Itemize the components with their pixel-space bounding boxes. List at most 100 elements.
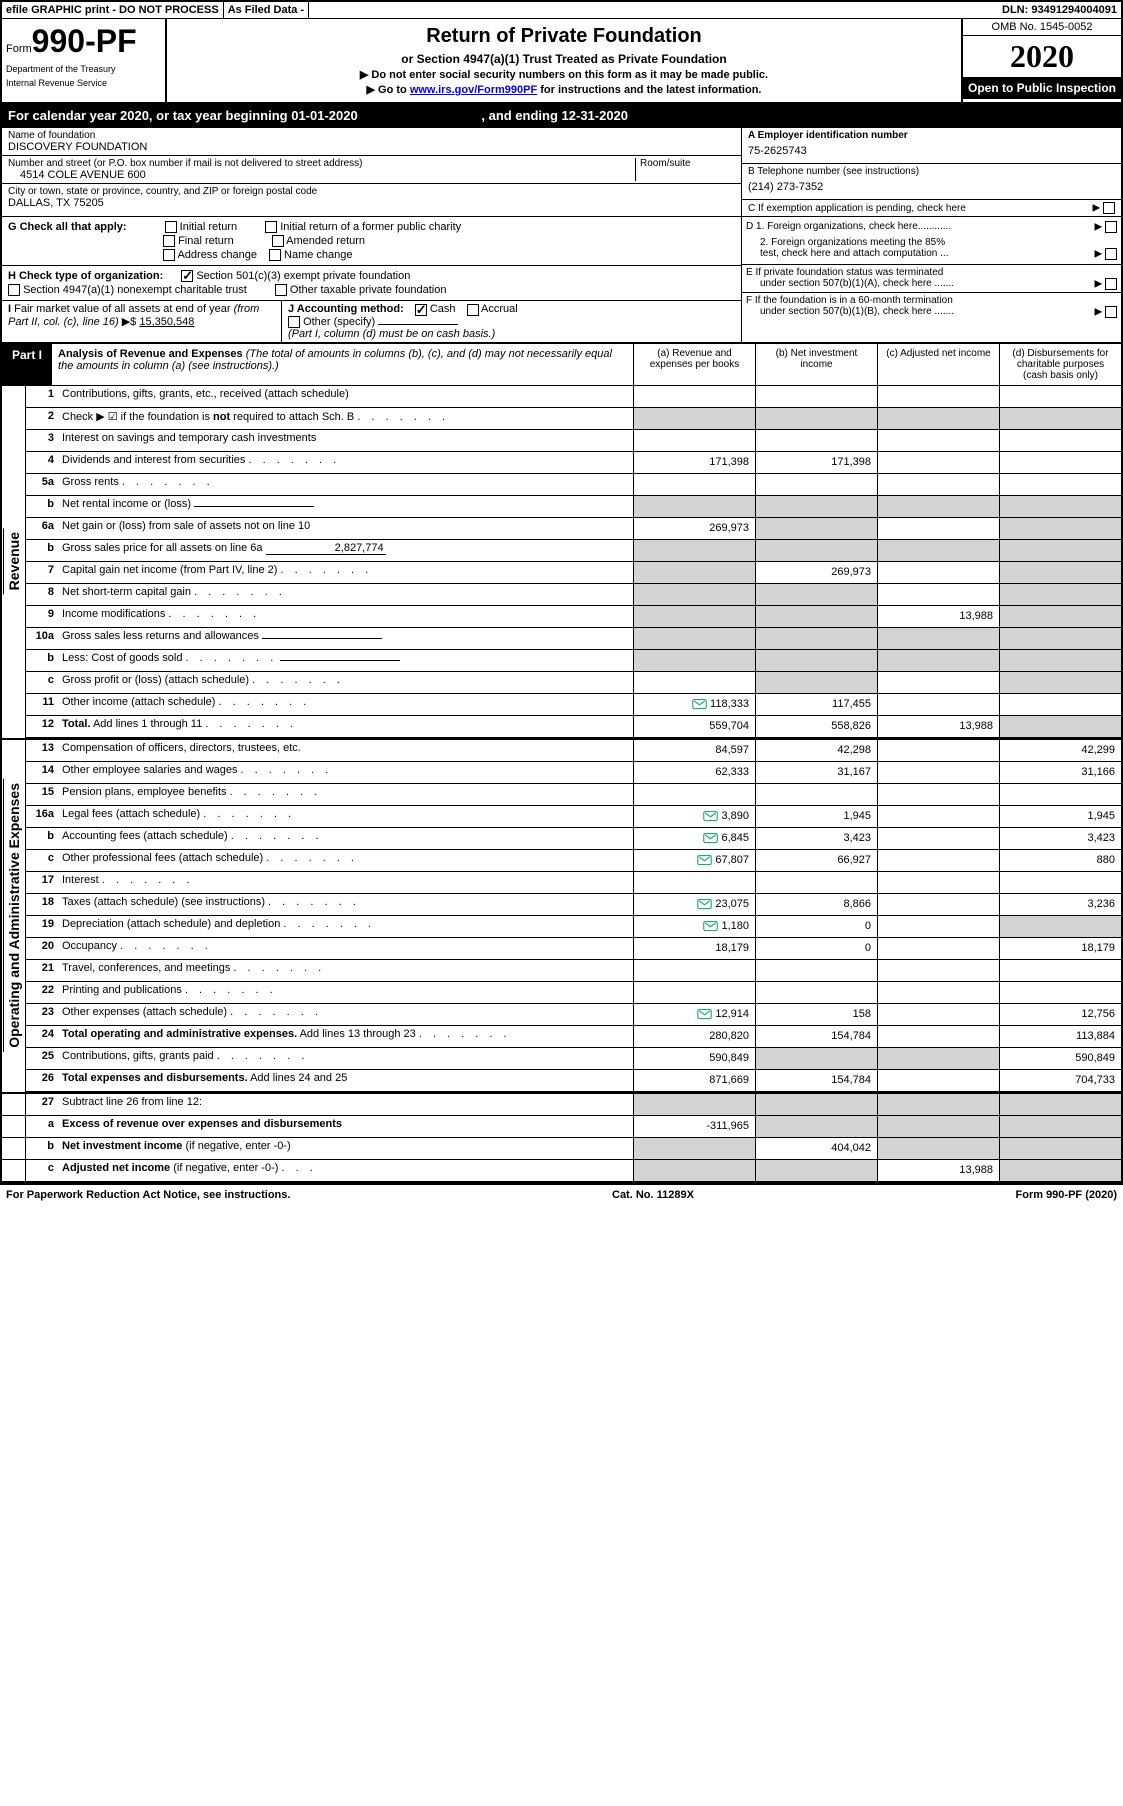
col-a-value — [633, 1160, 755, 1181]
line-row: 26Total expenses and disbursements. Add … — [26, 1070, 1121, 1092]
line-description: Total expenses and disbursements. Add li… — [58, 1070, 633, 1091]
col-a-value: 559,704 — [633, 716, 755, 737]
col-a-value: 171,398 — [633, 452, 755, 473]
omb-number: OMB No. 1545-0052 — [963, 19, 1121, 36]
line-description: Other employee salaries and wages . . . … — [58, 762, 633, 783]
exemption-checkbox[interactable] — [1103, 202, 1115, 214]
line-number: b — [26, 650, 58, 671]
form-prefix: Form — [6, 43, 32, 55]
col-c-value — [877, 474, 999, 495]
form-title: Return of Private Foundation — [173, 25, 955, 48]
line-number: 22 — [26, 982, 58, 1003]
col-a-value: -311,965 — [633, 1116, 755, 1137]
line-number: 1 — [26, 386, 58, 407]
507b1b-cb[interactable] — [1105, 306, 1117, 318]
col-a-value — [633, 672, 755, 693]
col-d-value: 704,733 — [999, 1070, 1121, 1091]
dept-treasury: Department of the Treasury — [6, 64, 161, 74]
line-row: bAccounting fees (attach schedule) . . .… — [26, 828, 1121, 850]
col-d-value — [999, 386, 1121, 407]
fmv-value: 15,350,548 — [139, 316, 194, 328]
col-c-value — [877, 850, 999, 871]
4947a1-cb[interactable] — [8, 284, 20, 296]
line-number: 11 — [26, 694, 58, 715]
form-subtitle: or Section 4947(a)(1) Trust Treated as P… — [173, 52, 955, 66]
other-taxable-cb[interactable] — [275, 284, 287, 296]
line-number: 13 — [26, 740, 58, 761]
line-row: bGross sales price for all assets on lin… — [26, 540, 1121, 562]
amended-cb[interactable] — [272, 235, 284, 247]
irs-link[interactable]: www.irs.gov/Form990PF — [410, 84, 537, 96]
line-number: 18 — [26, 894, 58, 915]
line-number: 7 — [26, 562, 58, 583]
col-b-value — [755, 628, 877, 649]
line-number: c — [26, 672, 58, 693]
col-a-value — [633, 606, 755, 627]
col-b-value — [755, 1160, 877, 1181]
line-description: Adjusted net income (if negative, enter … — [58, 1160, 633, 1181]
85pct-cb[interactable] — [1105, 248, 1117, 260]
asfiled-label: As Filed Data - — [224, 2, 309, 18]
col-d-value: 31,166 — [999, 762, 1121, 783]
tax-year: 2020 — [963, 36, 1121, 77]
col-b-value — [755, 1048, 877, 1069]
line-description: Net rental income or (loss) — [58, 496, 633, 517]
attachment-icon — [703, 809, 721, 823]
col-c-value — [877, 386, 999, 407]
col-c-value — [877, 828, 999, 849]
line-row: 9Income modifications . . . . . . .13,98… — [26, 606, 1121, 628]
line-description: Total operating and administrative expen… — [58, 1026, 633, 1047]
line-number: b — [26, 828, 58, 849]
col-b-value — [755, 386, 877, 407]
accrual-cb[interactable] — [467, 304, 479, 316]
line-description: Gross profit or (loss) (attach schedule)… — [58, 672, 633, 693]
501c3-cb[interactable] — [181, 270, 193, 282]
address-change-cb[interactable] — [163, 249, 175, 261]
col-b-value — [755, 518, 877, 539]
name-change-cb[interactable] — [269, 249, 281, 261]
line-row: cAdjusted net income (if negative, enter… — [2, 1160, 1121, 1182]
line-row: 15Pension plans, employee benefits . . .… — [26, 784, 1121, 806]
col-b-value — [755, 1094, 877, 1115]
line-number: b — [26, 496, 58, 517]
line-description: Printing and publications . . . . . . . — [58, 982, 633, 1003]
cash-cb[interactable] — [415, 304, 427, 316]
col-a-value — [633, 872, 755, 893]
line-description: Capital gain net income (from Part IV, l… — [58, 562, 633, 583]
col-b-value: 0 — [755, 916, 877, 937]
col-d-value: 880 — [999, 850, 1121, 871]
room-label: Room/suite — [640, 158, 735, 169]
col-d-value — [999, 716, 1121, 737]
col-d-value — [999, 650, 1121, 671]
line-number: 12 — [26, 716, 58, 737]
line-description: Occupancy . . . . . . . — [58, 938, 633, 959]
col-a-value: 12,914 — [633, 1004, 755, 1025]
line-row: 16aLegal fees (attach schedule) . . . . … — [26, 806, 1121, 828]
col-d-value: 42,299 — [999, 740, 1121, 761]
line-description: Taxes (attach schedule) (see instruction… — [58, 894, 633, 915]
final-return-cb[interactable] — [163, 235, 175, 247]
col-a-value: 3,890 — [633, 806, 755, 827]
col-c-value — [877, 938, 999, 959]
other-method-cb[interactable] — [288, 316, 300, 328]
line-row: 1Contributions, gifts, grants, etc., rec… — [26, 386, 1121, 408]
initial-former-cb[interactable] — [265, 221, 277, 233]
catalog-number: Cat. No. 11289X — [612, 1189, 694, 1201]
line-row: bNet investment income (if negative, ent… — [2, 1138, 1121, 1160]
line-row: cGross profit or (loss) (attach schedule… — [26, 672, 1121, 694]
507b1a-cb[interactable] — [1105, 278, 1117, 290]
line-number: 19 — [26, 916, 58, 937]
col-d-value: 18,179 — [999, 938, 1121, 959]
col-b-value — [755, 496, 877, 517]
initial-return-cb[interactable] — [165, 221, 177, 233]
col-c-value — [877, 1116, 999, 1137]
col-b-value — [755, 960, 877, 981]
line-number: 9 — [26, 606, 58, 627]
foreign-org-cb[interactable] — [1105, 221, 1117, 233]
col-d-value — [999, 408, 1121, 429]
line-row: bLess: Cost of goods sold . . . . . . . — [26, 650, 1121, 672]
foundation-info: Name of foundation DISCOVERY FOUNDATION … — [2, 128, 1121, 217]
line-description: Gross sales less returns and allowances — [58, 628, 633, 649]
col-b-value: 558,826 — [755, 716, 877, 737]
col-c-value — [877, 960, 999, 981]
